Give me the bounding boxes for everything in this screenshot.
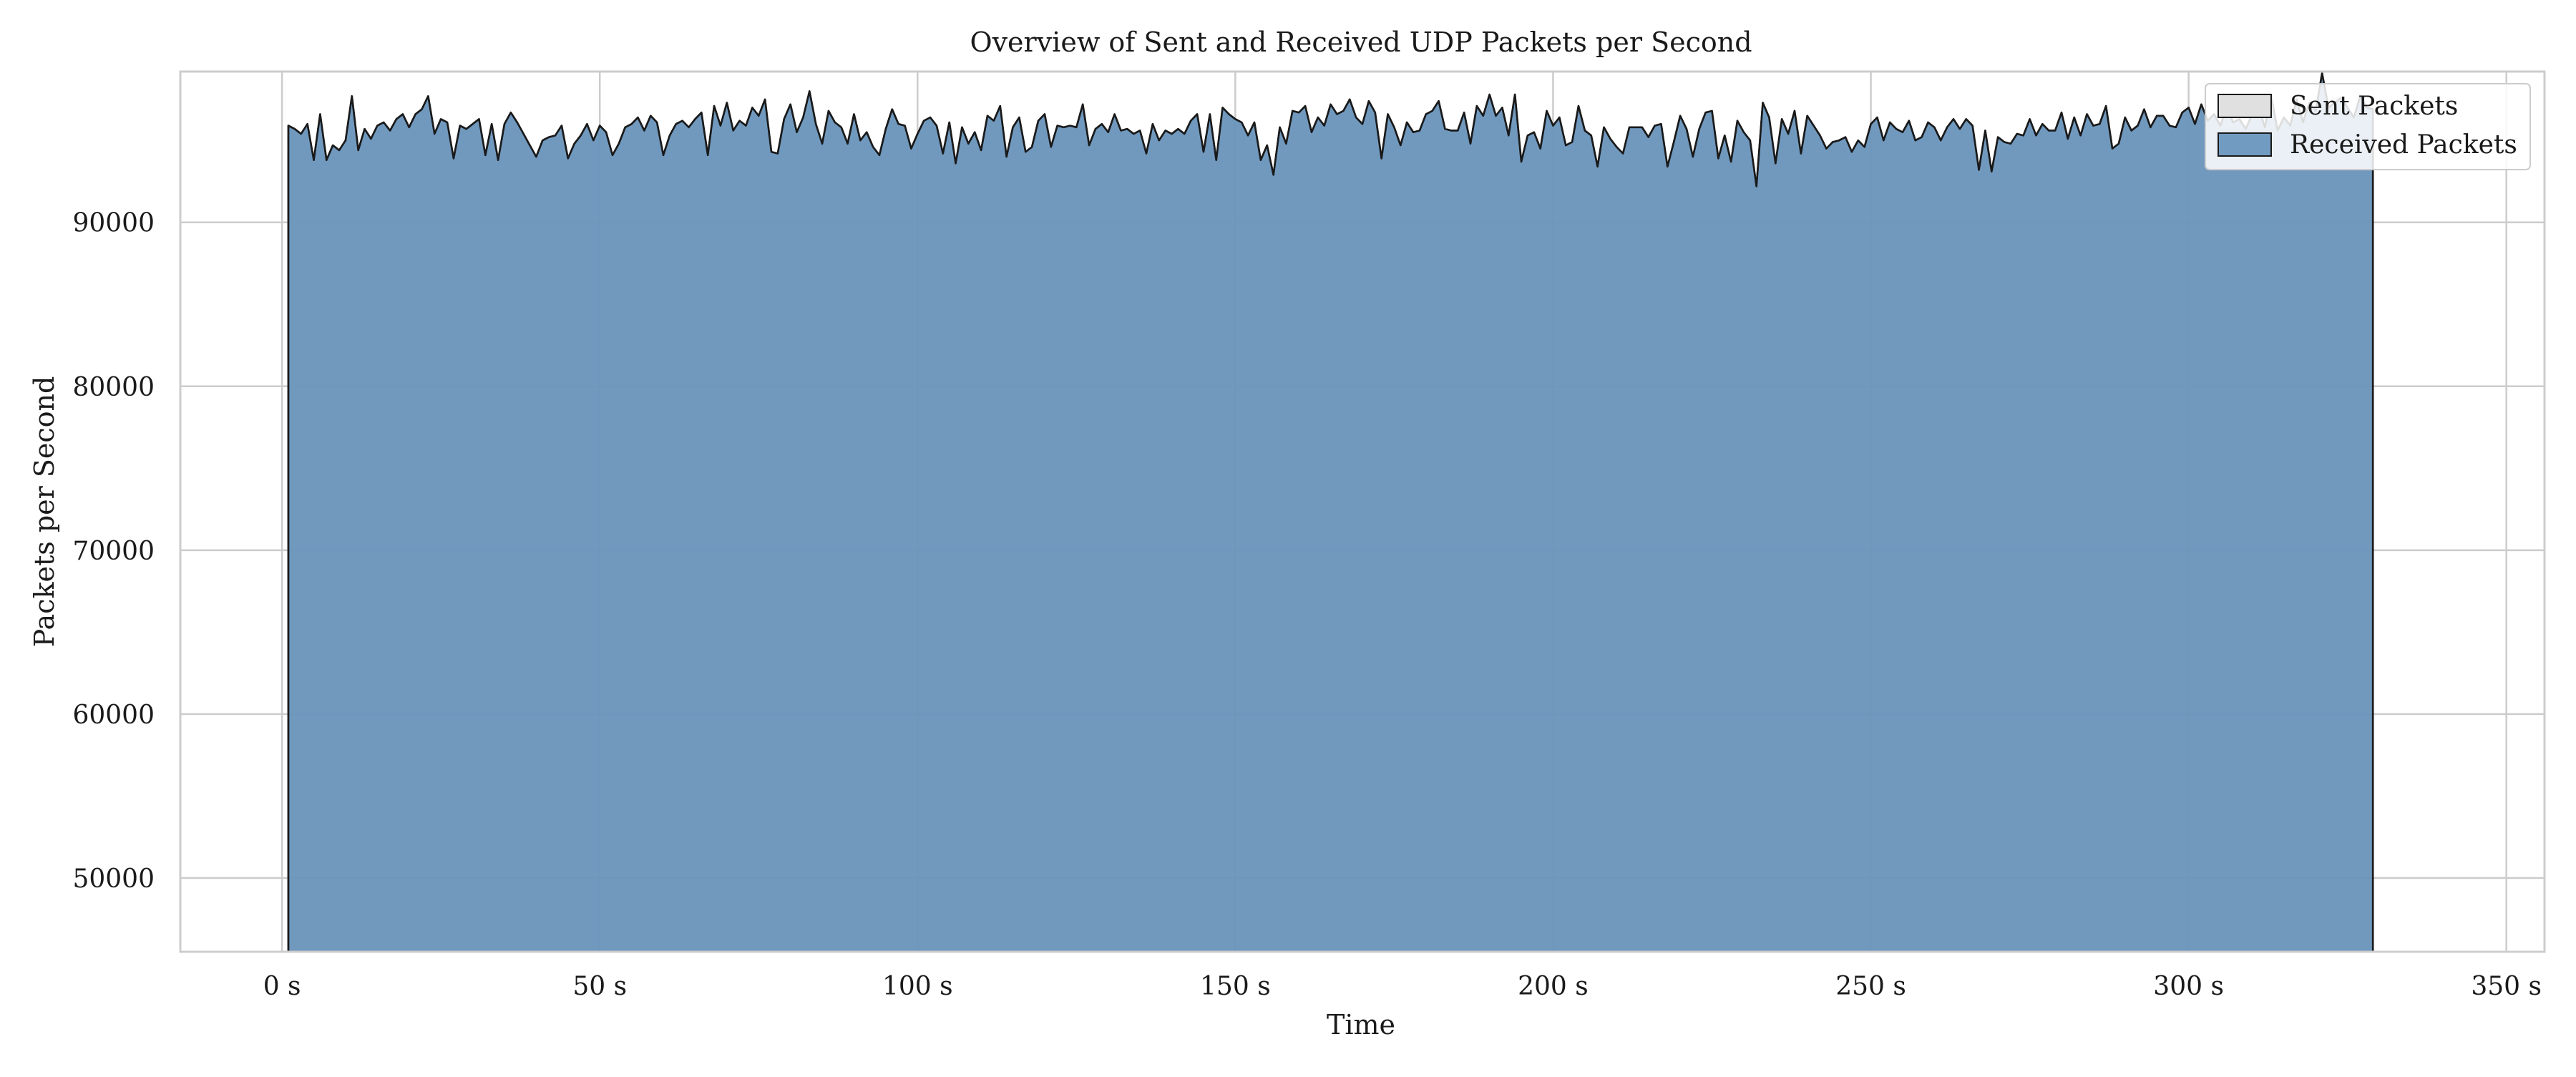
legend: Sent Packets Received Packets bbox=[2205, 83, 2531, 170]
legend-swatch-received bbox=[2218, 132, 2272, 157]
y-tick-label: 70000 bbox=[72, 537, 155, 566]
x-tick-label: 150 s bbox=[1200, 972, 1271, 1001]
legend-box bbox=[2205, 83, 2531, 170]
x-axis-label: Time bbox=[1327, 1009, 1395, 1041]
x-tick-label: 100 s bbox=[882, 972, 953, 1001]
x-tick-label: 300 s bbox=[2153, 972, 2224, 1001]
legend-swatch-sent bbox=[2218, 94, 2272, 118]
x-tick-label: 0 s bbox=[263, 972, 301, 1001]
y-tick-label: 60000 bbox=[72, 701, 155, 730]
y-tick-label: 90000 bbox=[72, 209, 155, 238]
x-tick-label: 200 s bbox=[1518, 972, 1589, 1001]
plot-frame bbox=[179, 70, 2546, 953]
y-axis-label: Packets per Second bbox=[29, 376, 60, 648]
line-received bbox=[287, 72, 2374, 952]
area-received bbox=[288, 73, 2373, 952]
x-tick-label: 350 s bbox=[2471, 972, 2542, 1001]
tick-layer: 0 s 50 s 100 s 150 s 200 s 250 s 300 s 350 s 500… bbox=[72, 209, 2542, 1001]
series-layer bbox=[287, 72, 2374, 952]
x-tick-label: 50 s bbox=[572, 972, 627, 1001]
legend-label-sent: Sent Packets bbox=[2290, 92, 2458, 121]
y-tick-label: 80000 bbox=[72, 373, 155, 402]
legend-label-received: Received Packets bbox=[2290, 130, 2517, 160]
y-tick-label: 50000 bbox=[72, 864, 155, 894]
x-tick-label: 250 s bbox=[1835, 972, 1906, 1001]
chart-title: Overview of Sent and Received UDP Packet… bbox=[970, 26, 1752, 58]
